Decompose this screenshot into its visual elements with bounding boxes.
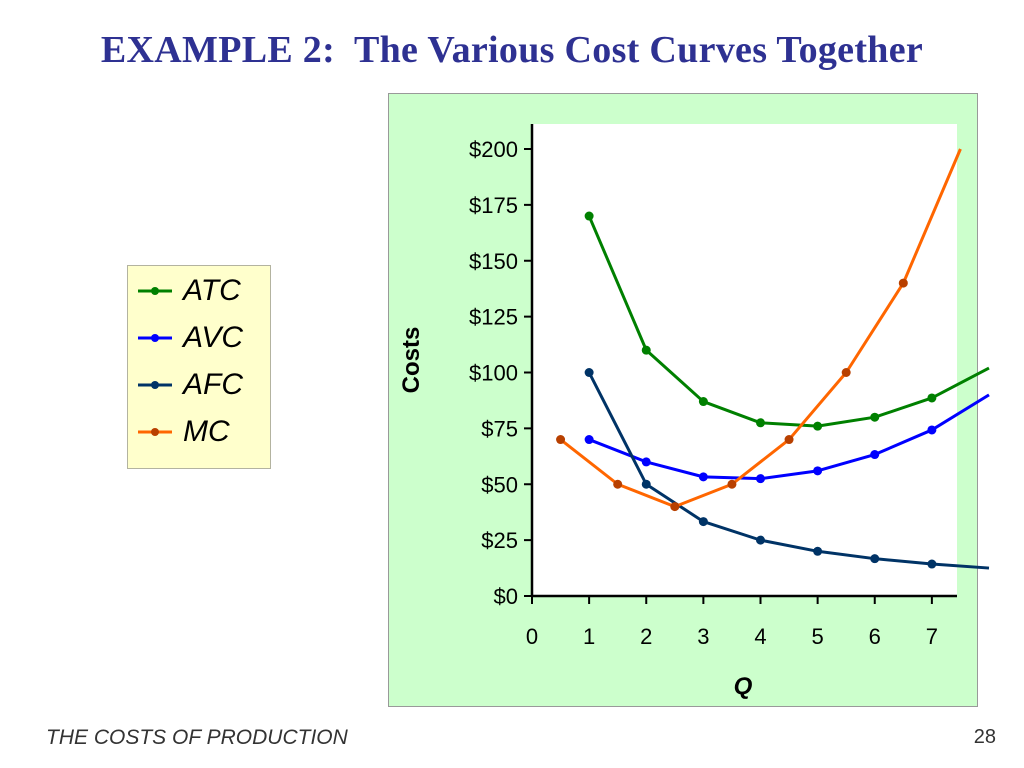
data-point-mc (670, 502, 680, 512)
data-point-mc (898, 278, 908, 288)
data-point-avc (698, 472, 708, 482)
x-tick-label: 4 (754, 624, 766, 649)
legend-label-avc: AVC (183, 321, 244, 354)
series-line-avc (588, 393, 990, 481)
footer-text: THE COSTS OF PRODUCTION (46, 726, 348, 749)
y-tick-label: $200 (469, 137, 518, 162)
legend-label-afc: AFC (183, 368, 243, 401)
data-point-afc (698, 517, 708, 527)
legend-label-atc: ATC (183, 274, 241, 307)
data-point-atc (927, 393, 937, 403)
y-tick-label: $75 (481, 416, 518, 441)
data-point-afc (870, 554, 880, 564)
data-point-mc (784, 435, 794, 445)
chart-legend: ATC AVC AFC MC (127, 265, 271, 469)
data-point-avc (756, 474, 765, 484)
y-axis-label: Costs (398, 327, 425, 394)
legend-label-mc: MC (183, 415, 230, 448)
data-point-avc (927, 425, 937, 435)
y-tick-label: $150 (469, 249, 518, 274)
legend-swatch-atc (138, 287, 172, 295)
data-point-mc (613, 479, 623, 489)
x-tick-label: 7 (926, 624, 938, 649)
legend-item-mc: MC (128, 417, 270, 464)
y-tick-label: $175 (469, 193, 518, 218)
data-point-atc (698, 397, 708, 407)
x-tick-label: 3 (697, 624, 709, 649)
chart-panel: $0 $25 $50 $75 $100 $125 $150 $175 $200 0 1 2 3 4 5 6 7 … (388, 93, 990, 707)
series-line-mc (559, 148, 962, 509)
data-point-avc (813, 466, 823, 476)
plot-area (531, 124, 957, 596)
slide-title: EXAMPLE 2: The Various Cost Curves Toget… (100, 29, 924, 71)
data-point-avc (870, 450, 880, 460)
legend-item-atc: ATC (128, 276, 270, 323)
series-layer (556, 148, 990, 570)
data-point-afc (927, 559, 937, 569)
legend-item-avc: AVC (128, 323, 270, 370)
y-tick-label: $125 (469, 305, 518, 330)
legend-swatch-mc (138, 428, 172, 436)
y-tick-label: $100 (469, 361, 518, 386)
data-point-atc (870, 412, 880, 422)
tick-layer: $0 $25 $50 $75 $100 $125 $150 $175 $200 0 1 2 3 4 5 6 7 (469, 137, 938, 649)
x-tick-label: 2 (640, 624, 652, 649)
data-point-mc (556, 435, 566, 445)
page-number: 28 (973, 726, 996, 748)
x-axis-label: Q (734, 673, 753, 700)
legend-swatch-afc (138, 381, 172, 389)
data-point-afc (756, 535, 765, 545)
data-point-mc (727, 479, 737, 489)
legend-item-afc: AFC (128, 370, 270, 417)
series-line-atc (587, 215, 990, 428)
data-point-mc (841, 368, 851, 377)
data-point-atc (641, 345, 651, 355)
x-tick-label: 5 (812, 624, 824, 649)
data-point-afc (641, 479, 651, 489)
data-point-atc (813, 421, 823, 431)
y-tick-label: $0 (494, 584, 518, 609)
data-point-avc (641, 457, 651, 467)
legend-swatch-avc (138, 334, 172, 342)
x-tick-label: 1 (583, 624, 595, 649)
data-point-avc (584, 435, 594, 445)
data-point-atc (756, 418, 765, 428)
y-tick-label: $50 (481, 472, 518, 497)
x-tick-label: 6 (869, 624, 881, 649)
data-point-afc (584, 368, 594, 377)
y-tick-label: $25 (481, 528, 518, 553)
series-line-afc (587, 371, 990, 570)
x-tick-label: 0 (526, 624, 538, 649)
data-point-afc (813, 546, 823, 556)
data-point-atc (584, 211, 594, 221)
